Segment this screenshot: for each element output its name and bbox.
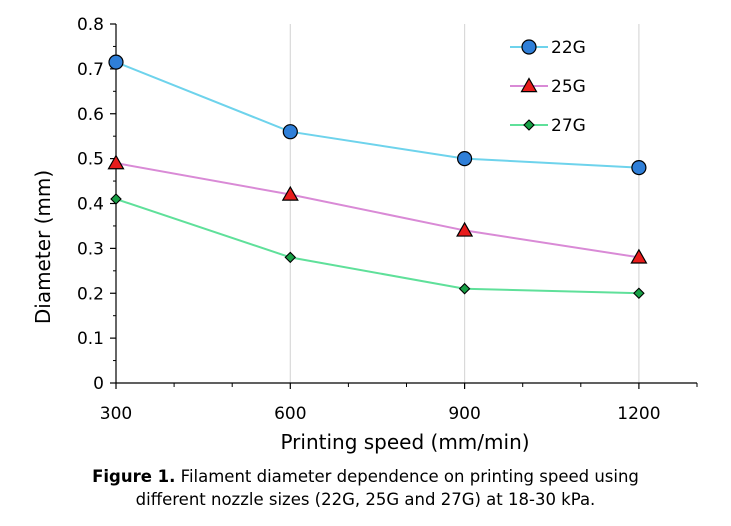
data-point-27G-300 [110,193,122,205]
y-tick-label: 0.2 [77,284,104,304]
data-point-25G-600 [281,185,299,201]
y-tick-label: 0.8 [77,15,104,35]
y-tick-label: 0.5 [77,150,104,170]
series-line-27G [115,198,639,295]
y-tick-label: 0.6 [77,105,104,125]
data-point-25G-300 [107,154,125,170]
data-point-22G-300 [108,54,124,70]
caption-figure-label: Figure 1. [92,467,176,486]
legend-marker-22G [521,39,537,55]
caption-line-1: Figure 1. Filament diameter dependence o… [0,465,731,488]
legend-marker-25G [520,77,538,93]
figure-caption: Figure 1. Filament diameter dependence o… [0,465,731,511]
line-chart: 0 0.1 0.2 0.3 0.4 0.5 0.6 0.7 0.8 300 600 900 1200 2… [31,15,698,454]
caption-line-2: different nozzle sizes (22G, 25G and 27G… [135,490,596,509]
legend-label-22G: 22G [551,38,586,58]
data-point-25G-900 [456,221,474,237]
y-axis-title: Diameter (mm) [31,170,55,324]
data-point-25G-1200 [630,248,648,264]
data-point-22G-900 [457,151,473,167]
x-tick-label: 1200 [617,404,660,424]
data-point-27G-1200 [633,287,645,300]
y-tick-label: 0 [93,374,104,394]
y-tick-label: 0.7 [77,60,104,80]
x-axis-title: Printing speed (mm/min) [280,430,529,454]
tick-labels: 0 0.1 0.2 0.3 0.4 0.5 0.6 0.7 0.8 300 600 900 1200 [77,15,661,424]
series-line-22G [115,61,639,169]
data-point-22G-600 [282,124,298,140]
legend-marker-27G [523,119,535,131]
caption-text-1: Filament diameter dependence on printing… [175,467,639,486]
legend-label-25G: 25G [551,77,586,97]
axes [110,23,698,389]
x-tick-label: 600 [274,404,306,424]
x-tick-label: 900 [448,404,480,424]
data-point-27G-600 [284,251,297,264]
legend: 22G 25G 27G [510,38,586,136]
series-line-25G [115,162,640,259]
y-tick-label: 0.4 [77,195,104,215]
y-tick-label: 0.3 [77,239,104,259]
y-tick-label: 0.1 [77,329,104,349]
data-point-27G-900 [458,282,471,295]
x-tick-label: 300 [100,404,132,424]
data-series [107,54,648,300]
data-point-22G-1200 [631,160,647,176]
gridlines [289,24,640,383]
legend-label-27G: 27G [551,116,586,136]
